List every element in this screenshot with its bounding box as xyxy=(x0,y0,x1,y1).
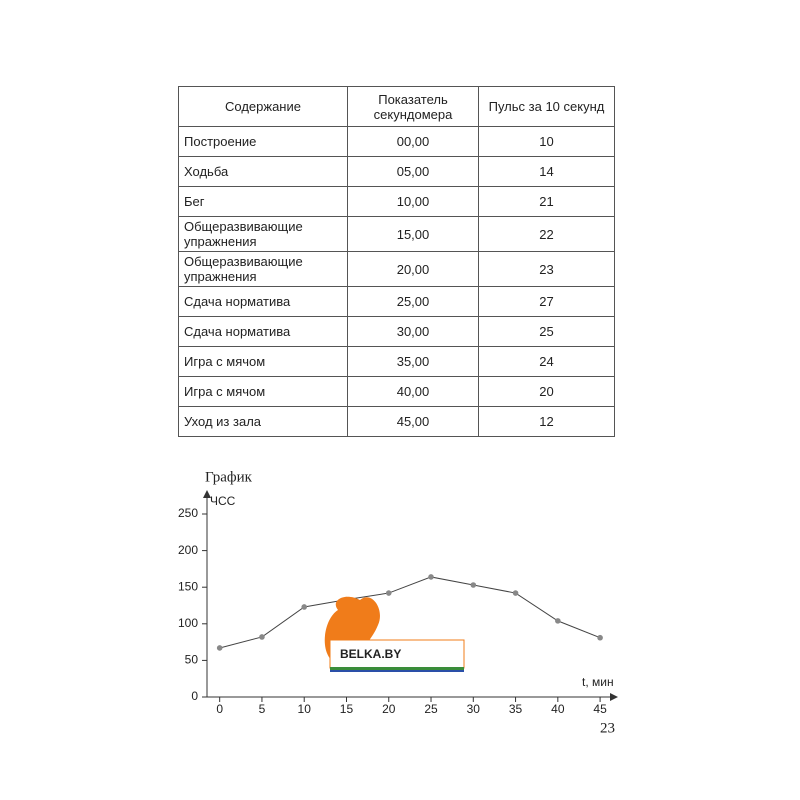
watermark: BELKA.BY xyxy=(340,647,401,661)
point xyxy=(597,634,603,641)
y-tick-label: 50 xyxy=(185,653,199,667)
table-cell: 12 xyxy=(478,406,615,437)
table-cell: 35,00 xyxy=(347,346,479,377)
point xyxy=(428,574,434,580)
table-cell: Игра с мячом xyxy=(178,346,348,377)
table-cell: 22 xyxy=(478,216,615,252)
y-arrow xyxy=(203,490,211,498)
header-cell: Пульс за 10 секунд xyxy=(478,86,615,127)
table-row: Игра с мячом 40,00 20 xyxy=(178,376,615,407)
x-tick-label: 25 xyxy=(424,702,438,716)
y-tick-label: 200 xyxy=(178,543,198,557)
table-row: Уход из зала 45,00 12 xyxy=(178,406,615,437)
table-cell: 40,00 xyxy=(347,376,479,407)
table-cell: Бег xyxy=(178,186,348,217)
x-tick-label: 30 xyxy=(467,702,481,716)
data-table: Содержание Показатель секундомера Пульс … xyxy=(178,86,615,437)
table-cell: 25 xyxy=(478,316,615,347)
table-cell: 15,00 xyxy=(347,216,479,252)
chart: График ЧСС t, мин BELKA.BY 23 0501001502… xyxy=(178,469,618,736)
table-cell: Игра с мячом xyxy=(178,376,348,407)
logo-stripe xyxy=(330,670,464,672)
point xyxy=(555,618,561,624)
table-cell: Сдача норматива xyxy=(178,316,348,347)
y-axis-label: ЧСС xyxy=(210,494,236,508)
table-cell: Общеразвивающие упражнения xyxy=(178,251,348,287)
table-cell: 21 xyxy=(478,186,615,217)
page-number: 23 xyxy=(600,720,615,736)
table-row: Ходьба 05,00 14 xyxy=(178,156,615,187)
point xyxy=(512,590,519,596)
table-row: Игра с мячом 35,00 24 xyxy=(178,346,615,377)
table-cell: Ходьба xyxy=(178,156,348,187)
table-cell: 14 xyxy=(478,156,615,187)
y-tick-label: 100 xyxy=(178,616,198,630)
table-cell: 10 xyxy=(478,126,615,157)
x-arrow xyxy=(610,693,618,701)
table-cell: 25,00 xyxy=(347,286,479,317)
point xyxy=(385,590,392,596)
table-cell: 00,00 xyxy=(347,126,479,157)
table-cell: 20,00 xyxy=(347,251,479,287)
x-tick-label: 40 xyxy=(551,702,565,716)
point xyxy=(470,582,477,588)
x-tick-label: 10 xyxy=(298,702,312,716)
table-cell: Общеразвивающие упражнения xyxy=(178,216,348,252)
x-tick-label: 5 xyxy=(259,702,266,716)
line xyxy=(219,576,601,649)
x-tick-label: 20 xyxy=(382,702,396,716)
table-cell: 45,00 xyxy=(347,406,479,437)
y-tick-label: 150 xyxy=(178,579,198,593)
table-cell: 10,00 xyxy=(347,186,479,217)
table-cell: 27 xyxy=(478,286,615,317)
table-row: Бег 10,00 21 xyxy=(178,186,615,217)
table-row: Сдача норматива 25,00 27 xyxy=(178,286,615,317)
table-row: Сдача норматива 30,00 25 xyxy=(178,316,615,347)
y-tick-label: 0 xyxy=(191,689,198,703)
table-cell: Сдача норматива xyxy=(178,286,348,317)
point xyxy=(301,604,308,610)
chart-title: График xyxy=(205,469,253,485)
header-cell: Содержание xyxy=(178,86,348,127)
point xyxy=(259,634,265,640)
table-cell: Построение xyxy=(178,126,348,157)
table-cell: 24 xyxy=(478,346,615,377)
x-tick-label: 35 xyxy=(509,702,523,716)
table-cell: 20 xyxy=(478,376,615,407)
y-tick-label: 250 xyxy=(178,506,198,520)
table-cell: 23 xyxy=(478,251,615,287)
table-cell: 30,00 xyxy=(347,316,479,347)
header-cell: Показатель секундомера xyxy=(347,86,479,127)
logo-stripe xyxy=(330,667,464,670)
logo: BELKA.BY xyxy=(324,596,465,672)
table-row: Общеразвивающие упражнения 20,00 23 xyxy=(178,251,615,287)
x-tick-label: 45 xyxy=(593,702,607,716)
x-axis-label: t, мин xyxy=(582,675,614,689)
header-row: Содержание Показатель секундомера Пульс … xyxy=(178,86,615,127)
x-tick-label: 15 xyxy=(340,702,354,716)
table-cell: Уход из зала xyxy=(178,406,348,437)
point xyxy=(216,645,223,651)
table-cell: 05,00 xyxy=(347,156,479,187)
table-row: Построение 00,00 10 xyxy=(178,126,615,157)
table-row: Общеразвивающие упражнения 15,00 22 xyxy=(178,216,615,252)
x-tick-label: 0 xyxy=(216,702,223,716)
